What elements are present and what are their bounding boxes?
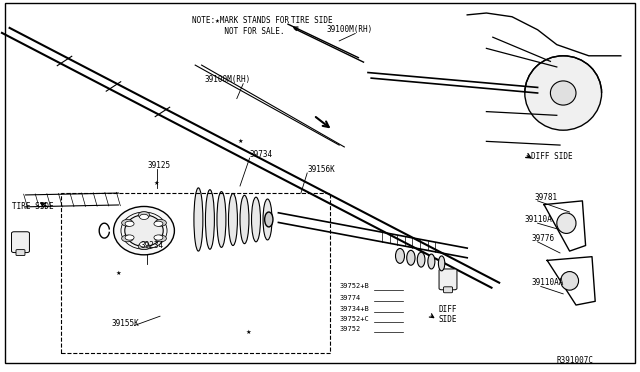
Circle shape bbox=[138, 212, 150, 218]
Ellipse shape bbox=[428, 254, 435, 269]
Text: 39100M(RH): 39100M(RH) bbox=[326, 25, 372, 34]
Text: NOTE:★MARK STANDS FOR
       NOT FOR SALE.: NOTE:★MARK STANDS FOR NOT FOR SALE. bbox=[192, 16, 289, 36]
Text: DIFF SIDE: DIFF SIDE bbox=[531, 152, 573, 161]
Ellipse shape bbox=[550, 81, 576, 105]
Text: 39774: 39774 bbox=[339, 295, 360, 301]
Ellipse shape bbox=[125, 215, 163, 246]
Ellipse shape bbox=[228, 193, 237, 246]
Circle shape bbox=[155, 219, 166, 226]
Ellipse shape bbox=[263, 199, 272, 240]
Ellipse shape bbox=[417, 252, 425, 267]
Text: 39752+B: 39752+B bbox=[339, 283, 369, 289]
Circle shape bbox=[125, 235, 134, 240]
Text: 39234: 39234 bbox=[141, 241, 164, 250]
Text: 39110AA: 39110AA bbox=[531, 278, 564, 287]
Text: ★: ★ bbox=[116, 271, 121, 276]
Circle shape bbox=[154, 235, 163, 240]
Ellipse shape bbox=[525, 56, 602, 130]
Text: ★: ★ bbox=[154, 181, 159, 186]
Text: DIFF
SIDE: DIFF SIDE bbox=[438, 305, 457, 324]
Text: TIRE SIDE: TIRE SIDE bbox=[291, 16, 333, 25]
Circle shape bbox=[154, 221, 163, 226]
Ellipse shape bbox=[396, 248, 404, 263]
Ellipse shape bbox=[407, 250, 415, 265]
Text: 39734: 39734 bbox=[250, 150, 273, 159]
Ellipse shape bbox=[194, 188, 203, 251]
Text: 39781: 39781 bbox=[534, 193, 557, 202]
Text: ★: ★ bbox=[237, 139, 243, 144]
FancyBboxPatch shape bbox=[16, 250, 25, 256]
Ellipse shape bbox=[114, 206, 174, 255]
FancyBboxPatch shape bbox=[439, 269, 457, 290]
Ellipse shape bbox=[438, 256, 445, 271]
Text: 39776: 39776 bbox=[531, 234, 554, 243]
Text: 39156K: 39156K bbox=[307, 165, 335, 174]
Text: R391007C: R391007C bbox=[557, 356, 594, 365]
Text: TIRE SIDE: TIRE SIDE bbox=[12, 202, 53, 211]
Ellipse shape bbox=[205, 190, 214, 249]
Circle shape bbox=[155, 235, 166, 242]
Circle shape bbox=[122, 235, 133, 242]
FancyBboxPatch shape bbox=[12, 232, 29, 253]
Ellipse shape bbox=[265, 212, 273, 227]
Circle shape bbox=[140, 242, 148, 247]
FancyBboxPatch shape bbox=[444, 287, 452, 293]
Text: 39110A: 39110A bbox=[525, 215, 552, 224]
Ellipse shape bbox=[217, 192, 226, 247]
Ellipse shape bbox=[252, 197, 260, 242]
Text: 39752: 39752 bbox=[339, 326, 360, 332]
Ellipse shape bbox=[240, 195, 249, 244]
Text: 39752+C: 39752+C bbox=[339, 316, 369, 322]
Text: ★: ★ bbox=[246, 330, 251, 335]
Circle shape bbox=[140, 214, 148, 219]
Bar bbox=[61, 193, 330, 353]
Circle shape bbox=[122, 219, 133, 226]
Circle shape bbox=[138, 243, 150, 250]
Circle shape bbox=[125, 221, 134, 226]
Ellipse shape bbox=[561, 272, 579, 290]
Text: 39734+B: 39734+B bbox=[339, 306, 369, 312]
Text: 39155K: 39155K bbox=[112, 319, 140, 328]
Text: 39125: 39125 bbox=[147, 161, 170, 170]
Text: 39100M(RH): 39100M(RH) bbox=[205, 76, 251, 84]
Ellipse shape bbox=[557, 213, 576, 234]
